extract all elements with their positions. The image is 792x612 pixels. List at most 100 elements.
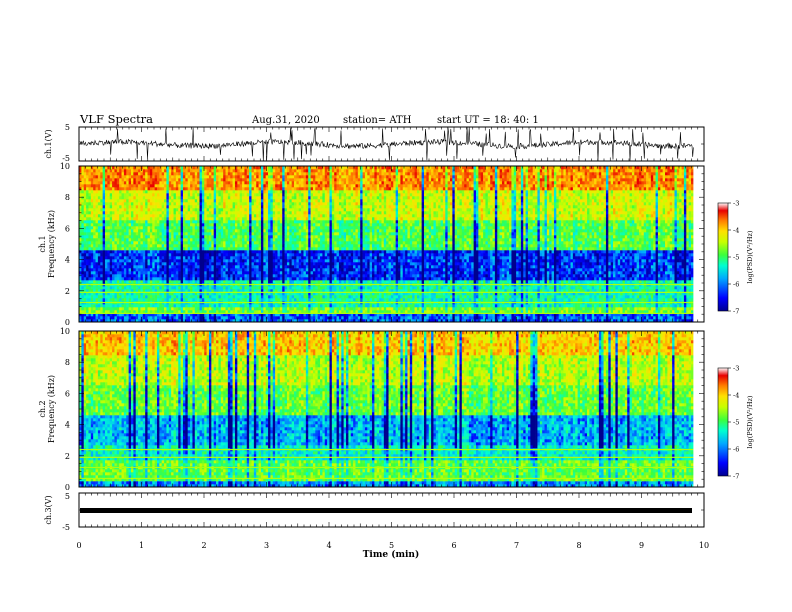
spectrogram-cell <box>450 295 453 298</box>
spectrogram-cell <box>211 277 214 280</box>
spectrogram-cell <box>332 280 335 283</box>
spectrogram-cell <box>98 286 101 289</box>
spectrogram-cell <box>519 316 522 319</box>
spectrogram-cell <box>677 277 680 280</box>
spectrogram-cell <box>684 298 687 301</box>
spectrogram-cell <box>103 298 106 301</box>
spectrogram-cell <box>242 274 245 277</box>
spectrogram-cell <box>327 286 330 289</box>
spectrogram-cell <box>471 280 474 283</box>
spectrogram-cell <box>363 304 366 307</box>
spectrogram-cell <box>516 286 519 289</box>
spectrogram-cell <box>646 310 649 313</box>
spectrogram-cell <box>332 286 335 289</box>
spectrogram-cell <box>162 295 165 298</box>
spectrogram-cell <box>448 280 451 283</box>
spectrogram-cell <box>381 307 384 310</box>
spectrogram-cell <box>682 286 685 289</box>
spectrogram-cell <box>150 274 153 277</box>
spectrogram-cell <box>114 265 117 268</box>
spectrogram-cell <box>490 307 493 310</box>
spectrogram-cell <box>566 310 569 313</box>
spectrogram-cell <box>346 280 349 283</box>
spectrogram-cell <box>195 277 198 280</box>
spectrogram-cell <box>497 280 500 283</box>
spectrogram-cell <box>523 277 526 280</box>
spectrogram-cell <box>178 307 181 310</box>
spectrogram-cell <box>228 304 231 307</box>
spectrogram-cell <box>221 304 224 307</box>
spectrogram-cell <box>426 304 429 307</box>
spectrogram-cell <box>528 274 531 277</box>
spectrogram-cell <box>339 307 342 310</box>
spectrogram-cell <box>285 310 288 313</box>
spectrogram-cell <box>398 316 401 319</box>
spectrogram-cell <box>545 286 548 289</box>
spectrogram-cell <box>235 307 238 310</box>
spectrogram-cell <box>537 298 540 301</box>
spectrogram-cell <box>634 274 637 277</box>
spectrogram-cell <box>611 316 614 319</box>
spectrogram-cell <box>166 280 169 283</box>
spectrogram-cell <box>568 271 571 274</box>
spectrogram-cell <box>169 304 172 307</box>
spectrogram-cell <box>268 268 271 271</box>
spectrogram-cell <box>528 271 531 274</box>
spectrogram-cell <box>441 280 444 283</box>
spectrogram-cell <box>209 265 212 268</box>
spectrogram-cell <box>294 307 297 310</box>
spectrogram-cell <box>469 310 472 313</box>
spectrogram-cell <box>679 271 682 274</box>
spectrogram-cell <box>273 268 276 271</box>
spectrogram-cell <box>332 274 335 277</box>
spectrogram-cell <box>504 286 507 289</box>
spectrogram-cell <box>223 286 226 289</box>
spectrogram-cell <box>133 274 136 277</box>
spectrogram-cell <box>138 268 141 271</box>
spectrogram-cell <box>339 286 342 289</box>
spectrogram-cell <box>332 271 335 274</box>
spectrogram-cell <box>381 277 384 280</box>
spectrogram-cell <box>244 307 247 310</box>
spectrogram-cell <box>240 316 243 319</box>
spectrogram-cell <box>84 316 87 319</box>
spectrogram-cell <box>599 298 602 301</box>
spectrogram-cell <box>611 307 614 310</box>
spectrogram-cell <box>552 310 555 313</box>
spectrogram-cell <box>457 298 460 301</box>
spectrogram-cell <box>400 268 403 271</box>
spectrogram-cell <box>410 286 413 289</box>
spectrogram-cell <box>374 286 377 289</box>
spectrogram-cell <box>511 307 514 310</box>
spectrogram-cell <box>474 298 477 301</box>
spectrogram-cell <box>627 286 630 289</box>
spectrogram-cell <box>672 310 675 313</box>
spectrogram-cell <box>519 268 522 271</box>
spectrogram-cell <box>611 286 614 289</box>
spectrogram-cell <box>152 310 155 313</box>
spectrogram-cell <box>188 298 191 301</box>
spectrogram-cell <box>93 280 96 283</box>
spectrogram-cell <box>183 280 186 283</box>
spectrogram-cell <box>393 295 396 298</box>
spectrogram-cell <box>578 274 581 277</box>
spectrogram-cell <box>294 298 297 301</box>
spectrogram-cell <box>519 277 522 280</box>
spectrogram-cell <box>594 271 597 274</box>
spectrogram-cell <box>389 298 392 301</box>
spectrogram-cell <box>596 307 599 310</box>
spectrogram-cell <box>393 280 396 283</box>
spectrogram-cell <box>124 295 127 298</box>
spectrogram-cell <box>289 316 292 319</box>
spectrogram-cell <box>476 316 479 319</box>
spectrogram-cell <box>400 307 403 310</box>
spectrogram-cell <box>240 271 243 274</box>
spectrogram-cell <box>407 268 410 271</box>
spectrogram-cell <box>202 268 205 271</box>
spectrogram-cell <box>507 286 510 289</box>
spectrogram-cell <box>578 307 581 310</box>
spectrogram-cell <box>578 286 581 289</box>
spectrogram-cell <box>509 274 512 277</box>
spectrogram-cell <box>216 277 219 280</box>
spectrogram-cell <box>601 277 604 280</box>
